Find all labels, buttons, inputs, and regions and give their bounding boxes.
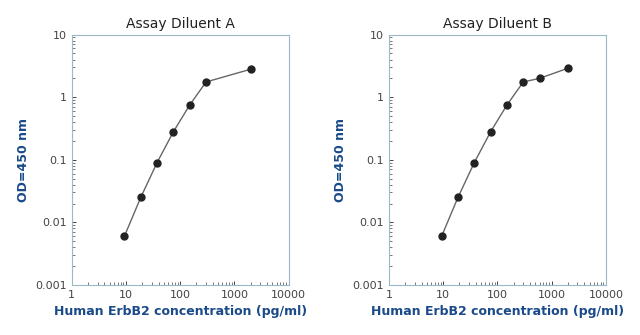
Title: Assay Diluent B: Assay Diluent B [443, 17, 552, 31]
Y-axis label: OD=450 nm: OD=450 nm [334, 118, 347, 202]
Y-axis label: OD=450 nm: OD=450 nm [17, 118, 29, 202]
Title: Assay Diluent A: Assay Diluent A [125, 17, 235, 31]
X-axis label: Human ErbB2 concentration (pg/ml): Human ErbB2 concentration (pg/ml) [54, 305, 307, 318]
X-axis label: Human ErbB2 concentration (pg/ml): Human ErbB2 concentration (pg/ml) [371, 305, 624, 318]
